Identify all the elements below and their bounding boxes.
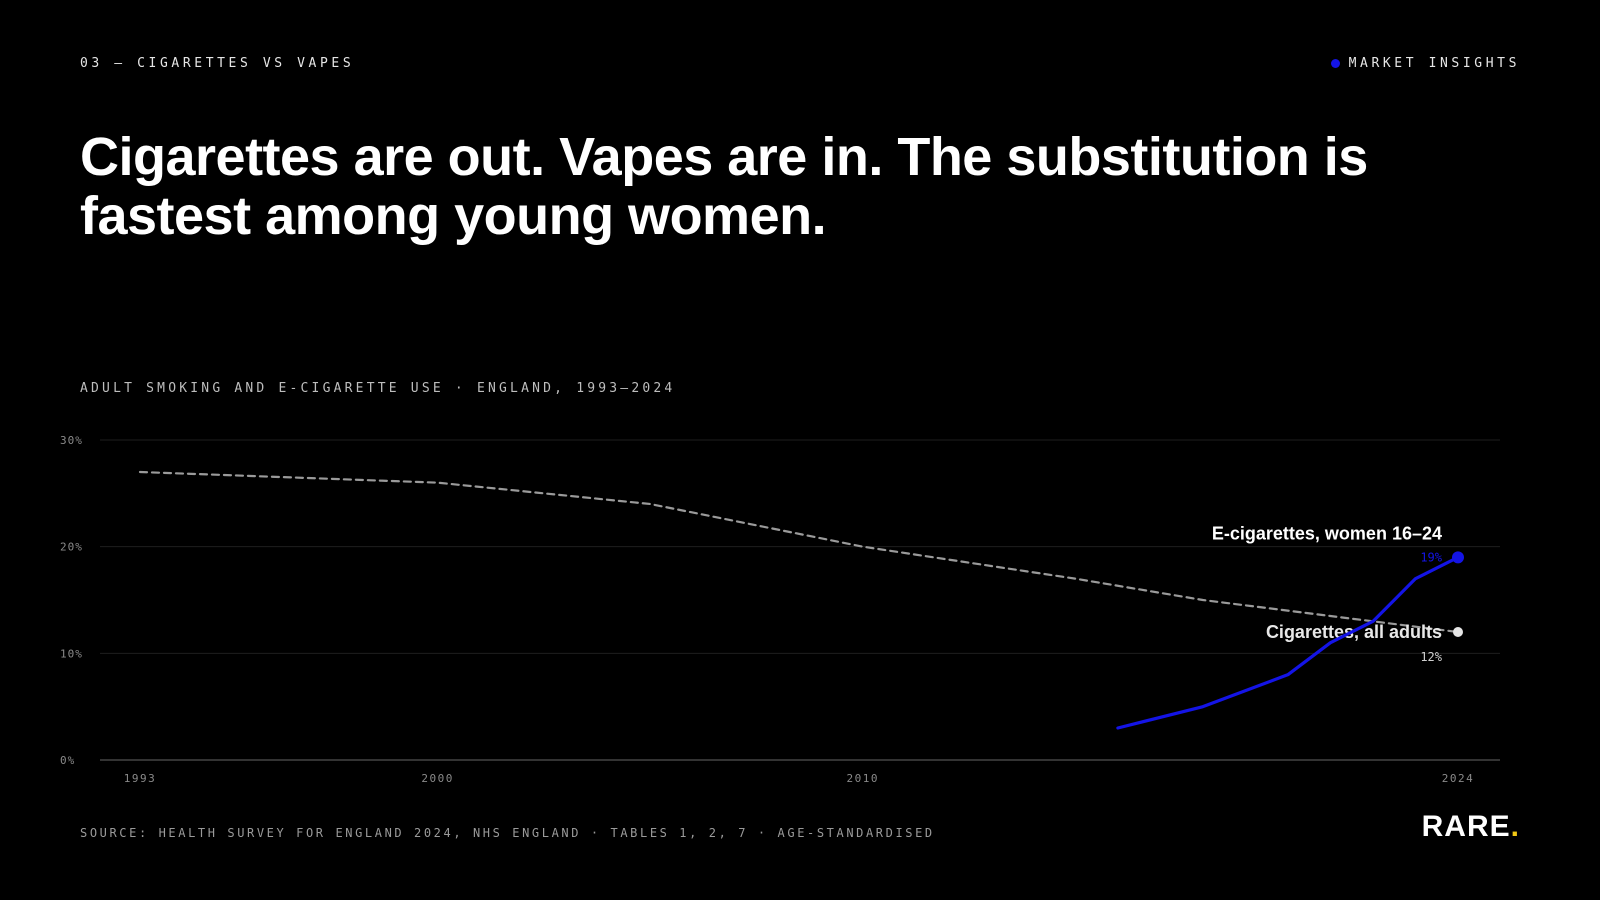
y-tick-label: 10% [60,647,83,660]
ecigarettes-end-value: 19% [1420,550,1442,564]
x-tick-label: 2000 [421,772,454,785]
section-eyebrow: 03 — CIGARETTES VS VAPES [80,56,355,71]
ecigarettes-end-marker [1452,551,1464,564]
tag-label: MARKET INSIGHTS [1348,56,1520,71]
ecigarettes-series-label: E-cigarettes, women 16–24 [1212,523,1442,543]
cigarettes-end-value: 12% [1420,650,1442,664]
source-note: SOURCE: HEALTH SURVEY FOR ENGLAND 2024, … [80,826,935,840]
rare-logo: RARE. [1422,812,1520,842]
headline: Cigarettes are out. Vapes are in. The su… [80,127,1368,246]
y-tick-label: 0% [60,754,75,767]
cigarettes-end-marker [1453,627,1463,637]
x-tick-label: 1993 [124,772,157,785]
accent-dot-icon [1330,59,1340,68]
chart-label: ADULT SMOKING AND E-CIGARETTE USE · ENGL… [80,381,676,396]
logo-text: RARE [1421,810,1511,843]
logo-dot: . [1510,810,1520,843]
x-tick-label: 2024 [1442,772,1475,785]
cigarettes-line [138,470,1460,634]
ecigarettes-line [1116,555,1460,730]
x-tick-label: 2010 [847,772,880,785]
y-tick-label: 30% [60,434,83,447]
market-insights-tag: MARKET INSIGHTS [1330,56,1520,71]
y-tick-label: 20% [60,541,83,554]
